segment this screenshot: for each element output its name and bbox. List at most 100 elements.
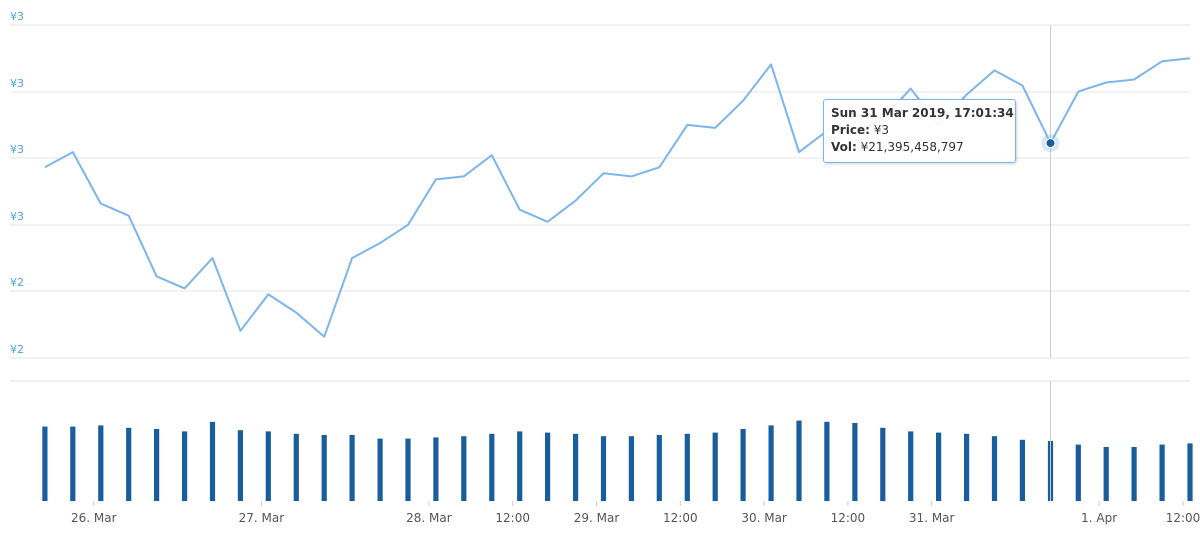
volume-bar xyxy=(824,421,830,501)
volume-bar xyxy=(712,432,718,501)
volume-bar xyxy=(209,421,216,501)
price-point[interactable] xyxy=(681,119,693,131)
volume-bar xyxy=(433,437,439,501)
price-point[interactable] xyxy=(318,331,330,343)
price-point[interactable] xyxy=(570,195,582,207)
x-tick-label: 28. Mar xyxy=(406,511,452,525)
x-tick-label: 31. Mar xyxy=(909,511,955,525)
x-tick-label: 12:00 xyxy=(495,511,530,525)
volume-bar xyxy=(1187,443,1193,501)
hover-marker xyxy=(1045,138,1056,149)
volume-bar xyxy=(740,429,746,501)
volume-bar xyxy=(628,436,634,501)
price-point[interactable] xyxy=(67,146,79,158)
price-point[interactable] xyxy=(207,252,219,264)
volume-bar xyxy=(684,433,690,501)
volume-bar xyxy=(1075,444,1081,501)
price-point[interactable] xyxy=(709,122,721,134)
tooltip-volume-row: Vol: ¥21,395,458,797 xyxy=(831,139,1008,156)
price-point[interactable] xyxy=(486,149,498,161)
volume-bar xyxy=(1019,439,1025,501)
volume-bar xyxy=(154,429,160,501)
price-point[interactable] xyxy=(39,161,51,173)
price-point[interactable] xyxy=(151,270,163,282)
volume-bar xyxy=(237,430,243,501)
x-tick-label: 29. Mar xyxy=(574,511,620,525)
volume-bar xyxy=(796,420,802,501)
price-point[interactable] xyxy=(346,252,358,264)
price-point[interactable] xyxy=(514,204,526,216)
price-point[interactable] xyxy=(290,307,302,319)
price-point[interactable] xyxy=(905,83,917,95)
y-axis-labels: ¥3 ¥3 ¥3 ¥3 ¥2 ¥2 xyxy=(10,10,24,356)
volume-bar xyxy=(964,433,970,501)
volume-bar xyxy=(405,438,411,501)
y-tick-label: ¥3 xyxy=(10,143,24,156)
volume-bars xyxy=(42,420,1193,501)
price-point[interactable] xyxy=(458,170,470,182)
price-point[interactable] xyxy=(179,282,191,294)
price-point[interactable] xyxy=(123,210,135,222)
x-tick-label: 27. Mar xyxy=(239,511,285,525)
price-point[interactable] xyxy=(793,146,805,158)
volume-bar xyxy=(656,435,662,501)
volume-bar xyxy=(349,435,355,501)
price-point[interactable] xyxy=(1184,52,1196,64)
price-point[interactable] xyxy=(765,58,777,70)
volume-bar xyxy=(182,431,188,501)
price-point[interactable] xyxy=(262,288,274,300)
volume-bar xyxy=(321,435,327,501)
price-point[interactable] xyxy=(989,64,1001,76)
volume-bar xyxy=(991,436,998,501)
volume-bar xyxy=(265,431,271,501)
price-series-line xyxy=(44,57,1191,338)
x-tick-label: 12:00 xyxy=(663,511,698,525)
x-tick-label: 1. Apr xyxy=(1081,511,1117,525)
volume-bar xyxy=(880,427,886,501)
volume-bar xyxy=(126,427,132,501)
y-tick-label: ¥2 xyxy=(10,276,24,289)
price-point[interactable] xyxy=(598,167,610,179)
volume-bar xyxy=(852,423,858,501)
price-point[interactable] xyxy=(1100,77,1112,89)
price-point[interactable] xyxy=(234,325,246,337)
volume-bar xyxy=(98,425,104,501)
price-point[interactable] xyxy=(542,216,554,228)
y-tick-label: ¥3 xyxy=(10,210,24,223)
price-point[interactable] xyxy=(737,95,749,107)
volume-bar xyxy=(768,425,774,501)
volume-bar xyxy=(908,431,914,501)
volume-bar xyxy=(1103,447,1109,501)
price-point[interactable] xyxy=(1128,74,1140,86)
price-point[interactable] xyxy=(625,170,637,182)
price-point[interactable] xyxy=(95,198,107,210)
volume-bar xyxy=(293,433,299,501)
volume-bar xyxy=(377,438,383,501)
tooltip-price-value: ¥3 xyxy=(873,123,889,137)
x-tick-label: 26. Mar xyxy=(71,511,117,525)
x-tick-label: 30. Mar xyxy=(741,511,787,525)
price-point[interactable] xyxy=(1016,80,1028,92)
price-point[interactable] xyxy=(430,173,442,185)
price-point[interactable] xyxy=(402,219,414,231)
volume-bar xyxy=(461,436,467,501)
price-point[interactable] xyxy=(1156,55,1168,67)
volume-bar xyxy=(1159,444,1165,501)
price-point[interactable] xyxy=(1072,86,1084,98)
volume-bar xyxy=(600,436,607,501)
x-axis-labels: 26. Mar 27. Mar 28. Mar 12:00 29. Mar 12:00 30… xyxy=(71,501,1200,525)
x-tick-label: 12:00 xyxy=(1166,511,1200,525)
price-point[interactable] xyxy=(653,161,665,173)
tooltip-price-label: Price: xyxy=(831,123,870,137)
tooltip-price-row: Price: ¥3 xyxy=(831,122,1008,139)
y-tick-label: ¥3 xyxy=(10,77,24,90)
volume-bar xyxy=(936,432,942,501)
tooltip-date: Sun 31 Mar 2019, 17:01:34 xyxy=(831,106,1014,120)
tooltip-volume-label: Vol: xyxy=(831,140,857,154)
volume-bar xyxy=(42,426,48,501)
x-tick-label: 12:00 xyxy=(831,511,866,525)
price-point[interactable] xyxy=(374,237,386,249)
volume-bar xyxy=(1131,447,1137,501)
